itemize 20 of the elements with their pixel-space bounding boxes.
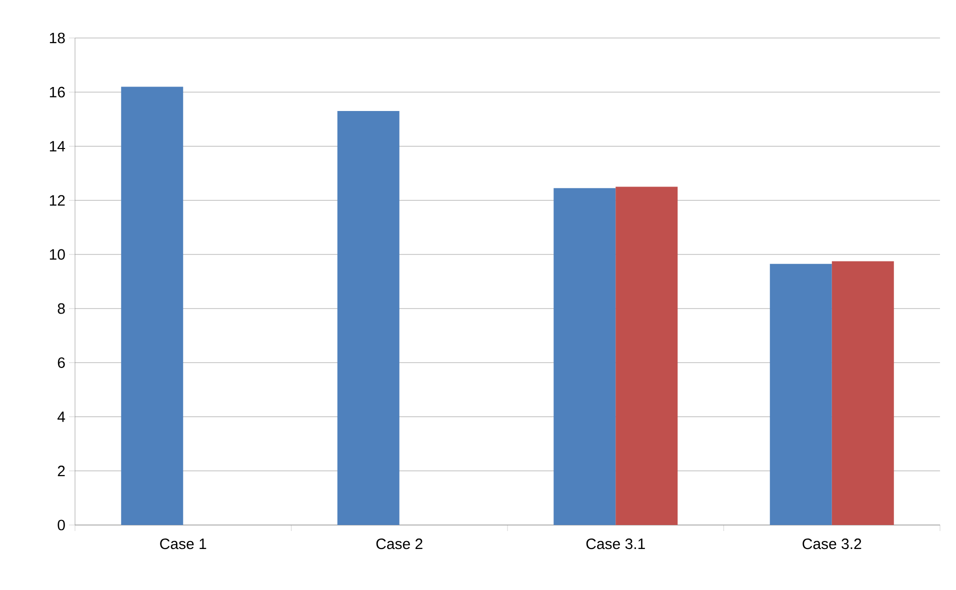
x-tick-label: Case 3.1: [586, 538, 645, 550]
bar: [832, 261, 894, 525]
y-tick-label: 0: [58, 520, 65, 530]
bar: [616, 186, 678, 525]
y-tick-label: 6: [58, 357, 65, 368]
y-tick-label: 8: [58, 303, 65, 314]
y-tick-label: 4: [57, 412, 66, 422]
bar: [337, 111, 400, 525]
bar: [554, 188, 616, 525]
y-tick-label: 2: [58, 466, 65, 476]
bar: [121, 86, 184, 525]
y-tick-label: 12: [50, 195, 65, 206]
bar: [770, 264, 832, 525]
y-tick-label: 14: [50, 141, 66, 152]
y-tick-label: 10: [50, 249, 65, 260]
x-tick-label: Case 2: [376, 538, 422, 550]
y-tick-label: 16: [50, 86, 65, 98]
x-tick-label: Case 1: [160, 538, 206, 550]
y-tick-label: 18: [50, 32, 65, 44]
x-tick-label: Case 3.2: [802, 538, 862, 550]
